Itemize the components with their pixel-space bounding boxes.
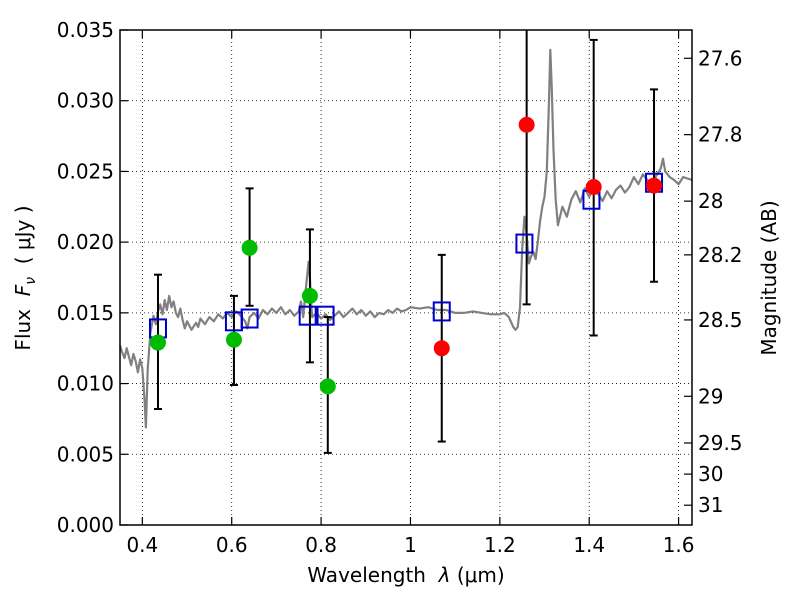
model-flux-square: [240, 308, 259, 329]
x-tick-label: 1.2: [484, 533, 516, 557]
observed-flux-point: [646, 177, 663, 194]
y-tick-label: 0.000: [57, 513, 114, 537]
model-flux-square: [316, 305, 335, 326]
y2-tick-label: 31: [698, 493, 723, 517]
observed-flux-point: [585, 178, 602, 195]
y2-tick-label: 27.6: [698, 46, 743, 70]
y-axis-label: Flux Fν ( μJy ): [11, 205, 39, 350]
x-axis-ticks: 0.4 0.6 0.8 1 1.2 1.4 1.6: [126, 30, 695, 557]
observed-flux-point: [518, 116, 535, 133]
observed-flux-point: [433, 340, 450, 357]
y-tick-label: 0.005: [57, 442, 114, 466]
observed-flux-point: [301, 287, 318, 304]
y-tick-label: 0.010: [57, 372, 114, 396]
observed-flux-point: [319, 378, 336, 395]
y2-axis-label: Magnitude (AB): [757, 200, 781, 355]
y-tick-label: 0.015: [57, 301, 114, 325]
model-flux-square: [432, 301, 451, 322]
plot-frame: [119, 29, 693, 526]
y-tick-label: 0.030: [57, 89, 114, 113]
y-tick-label: 0.025: [57, 159, 114, 183]
y2-tick-label: 29: [698, 384, 723, 408]
x-tick-label: 0.6: [216, 533, 248, 557]
observed-flux-point: [241, 239, 258, 256]
y-axis-ticks: 0.000 0.005 0.010 0.015 0.020 0.025 0.030 0.035: [57, 18, 128, 537]
y2-tick-label: 28.2: [698, 243, 743, 267]
x-tick-label: 0.8: [305, 533, 337, 557]
observed-flux-point: [225, 331, 242, 348]
x-tick-label: 1.4: [573, 533, 605, 557]
observed-flux-point: [149, 334, 166, 351]
y2-tick-label: 28.5: [698, 308, 743, 332]
x-axis-label: Wavelength λ (μm): [307, 563, 504, 587]
y2-axis-ticks: 27.6 27.8 28 28.2 28.5 29 29.5 30 31: [684, 46, 743, 517]
model-flux-square: [515, 233, 534, 254]
y2-tick-label: 30: [698, 462, 723, 486]
observed-photometry: [149, 116, 663, 395]
y2-tick-label: 27.8: [698, 123, 743, 147]
x-tick-label: 0.4: [126, 533, 158, 557]
y2-tick-label: 29.5: [698, 431, 743, 455]
x-tick-label: 1.6: [663, 533, 695, 557]
y2-tick-label: 28: [698, 189, 723, 213]
model-flux-square: [298, 305, 317, 326]
y-tick-label: 0.020: [57, 230, 114, 254]
x-tick-label: 1: [404, 533, 417, 557]
y-tick-label: 0.035: [57, 18, 114, 42]
